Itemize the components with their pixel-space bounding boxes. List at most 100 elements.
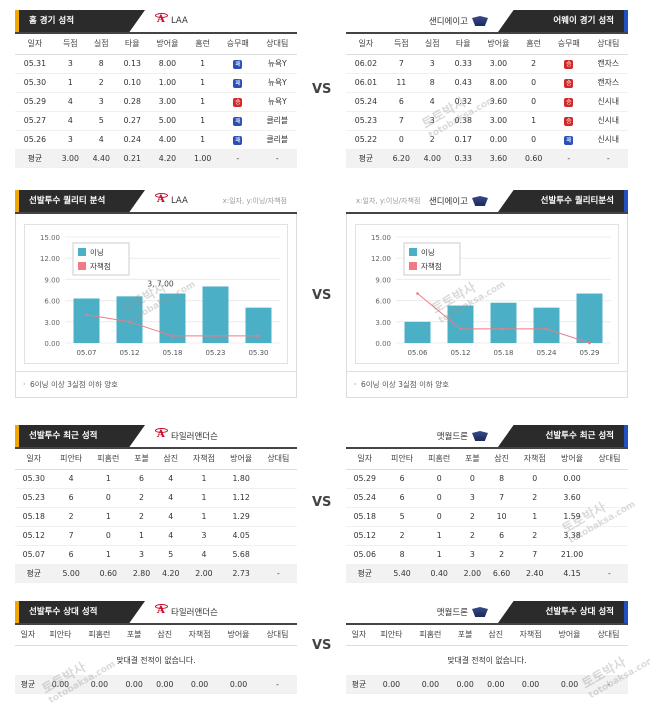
average-row: 평균 3.00 4.40 0.21 4.20 1.00- - [15, 148, 297, 168]
bar [576, 293, 603, 343]
table-cell: 3 [457, 488, 487, 508]
table-cell: 4 [156, 526, 186, 546]
table-cell: 1 [187, 111, 219, 131]
average-row: 평균 5.00 0.60 2.80 4.20 2.00 2.73- [15, 563, 297, 583]
result-cell: 패 [218, 73, 258, 93]
table-cell: 1 [420, 545, 458, 565]
column-header: 피안타 [52, 449, 90, 470]
line-point [588, 341, 591, 345]
pitcher-vs-right-title: 선발투수 상대 성적 [498, 601, 628, 623]
table-cell: 3.38 [553, 526, 591, 546]
line-point [545, 327, 548, 331]
table-cell: 3 [126, 545, 157, 565]
divider [346, 623, 628, 625]
table-cell: 6 [383, 488, 421, 508]
table-cell: 0 [89, 526, 127, 546]
y-tick-label: 0.00 [44, 340, 60, 348]
tooltip-annotation: 3, 7.00 [147, 280, 173, 289]
table-cell: 뉴욕Y [257, 73, 297, 93]
bar [116, 296, 143, 343]
table-cell: 05.30 [15, 73, 55, 93]
result-cell: 패 [549, 130, 589, 150]
legend-swatch-bar [78, 248, 86, 256]
y-tick-label: 0.00 [375, 340, 391, 348]
pitcher-vs-left-table: 일자 피안타 피홈런 포볼 삼진 자책점 방어율 상대팀 맞대결 전적이 없습니다. 평균 0.00… [15, 625, 297, 694]
column-header: 방어율 [553, 449, 591, 470]
legend-swatch-line [78, 262, 86, 270]
pitcher-recent-right-header: 선발투수 최근 성적 맷월드론 [346, 425, 628, 447]
table-cell: 1 [89, 545, 127, 565]
table-cell: 2 [516, 488, 554, 508]
line-point [214, 334, 217, 338]
table-cell: 캔자스 [588, 73, 628, 93]
table-cell: 7 [385, 54, 417, 74]
home-games-panel: 홈 경기 성적 LAA 일자득점실점타율방어율홈런승무패상대팀05.31380.… [15, 10, 297, 168]
result-cell: 승 [549, 73, 589, 93]
table-cell: 5.68 [222, 545, 260, 565]
table-cell: 1 [187, 130, 219, 150]
column-header: 일자 [346, 34, 386, 55]
table-cell: 6 [126, 469, 157, 489]
home-games-table: 일자 득점 실점 타율 방어율 홈런 승무패 상대팀 05.31 3 8 0.13 8.00 1 패 뉴욕Y 0… [15, 34, 297, 168]
table-cell: 2 [52, 507, 90, 527]
padres-logo-icon [472, 16, 488, 26]
column-header: 일자 [346, 625, 372, 646]
y-tick-label: 12.00 [40, 255, 60, 263]
table-cell: 2 [126, 507, 157, 527]
table-cell: 05.12 [346, 526, 384, 546]
quality-right-title: 선발투수 퀄리티분석 [498, 190, 628, 212]
table-cell: 7 [385, 111, 417, 131]
table-row: 05.18 2 1 2 4 1 1.29 [15, 507, 297, 527]
table-cell: 0 [420, 488, 458, 508]
average-row: 평균 0.00 0.00 0.00 0.00 0.00 0.00- [346, 674, 628, 694]
table-cell: 6 [486, 526, 517, 546]
table-row: 05.23 6 0 2 4 1 1.12 [15, 488, 297, 508]
win-badge: 승 [564, 59, 574, 69]
table-cell: 신시내 [588, 92, 628, 112]
column-header: 실점 [416, 34, 448, 55]
table-cell: 1 [89, 507, 127, 527]
table-row: 05.29 6 0 0 8 0 0.00 [346, 469, 628, 489]
away-games-panel: 어웨이 경기 성적 샌디에이고 일자 득점 실점 타율 방어율 홈런 승무패 상대팀 06.02… [346, 10, 628, 168]
table-cell: 6 [385, 92, 417, 112]
table-cell: 7 [516, 545, 554, 565]
table-cell: 1 [420, 526, 458, 546]
pitcher-vs-left-name-text: 타일러앤더슨 [171, 608, 218, 618]
column-header: 방어율 [222, 449, 260, 470]
loss-badge: 패 [564, 135, 574, 145]
table-cell: 05.29 [15, 92, 55, 112]
table-cell: 4 [156, 507, 186, 527]
table-cell: 8 [85, 54, 117, 74]
table-row: 05.07 6 1 3 5 4 5.68 [15, 545, 297, 565]
home-games-header: 홈 경기 성적 LAA [15, 10, 297, 32]
legend-swatch-line [409, 262, 417, 270]
result-cell: 승 [218, 92, 258, 112]
average-cell: 3.60 [478, 148, 519, 168]
table-cell: 1 [516, 507, 554, 527]
angels-logo-icon [155, 13, 168, 27]
table-cell [590, 526, 628, 546]
quality-right-panel: 선발투수 퀄리티분석 샌디에이고 x:일자, y:이닝/자책점 0.00 3.00… [346, 190, 628, 398]
line-point [257, 334, 260, 338]
column-header: 일자 [15, 449, 53, 470]
divider [15, 447, 297, 449]
line-point [459, 327, 462, 331]
column-header: 피안타 [371, 625, 411, 646]
table-cell: 3 [85, 92, 117, 112]
table-cell [259, 526, 297, 546]
x-tick-label: 05.18 [162, 349, 182, 357]
table-row: 05.12 7 0 1 4 3 4.05 [15, 526, 297, 546]
table-cell: 5 [156, 545, 186, 565]
table-cell [590, 469, 628, 489]
table-cell: 4 [156, 488, 186, 508]
table-cell: 뉴욕Y [257, 92, 297, 112]
quality-left-team: LAA [155, 193, 188, 207]
column-header: 포볼 [118, 625, 150, 646]
column-header: 방어율 [219, 625, 258, 646]
pitcher-recent-right-panel: 선발투수 최근 성적 맷월드론 일자 피안타 피홈런 포볼 삼진 자책점 방어율 상대팀 05.… [346, 425, 628, 583]
pitcher-vs-left-title: 선발투수 상대 성적 [15, 601, 145, 623]
average-cell: 5.40 [383, 563, 421, 583]
table-cell: 2 [457, 507, 487, 527]
result-cell: 승 [549, 54, 589, 74]
line-point [416, 292, 419, 295]
